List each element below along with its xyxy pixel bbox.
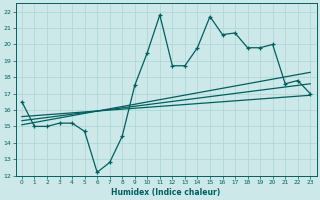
X-axis label: Humidex (Indice chaleur): Humidex (Indice chaleur) xyxy=(111,188,221,197)
